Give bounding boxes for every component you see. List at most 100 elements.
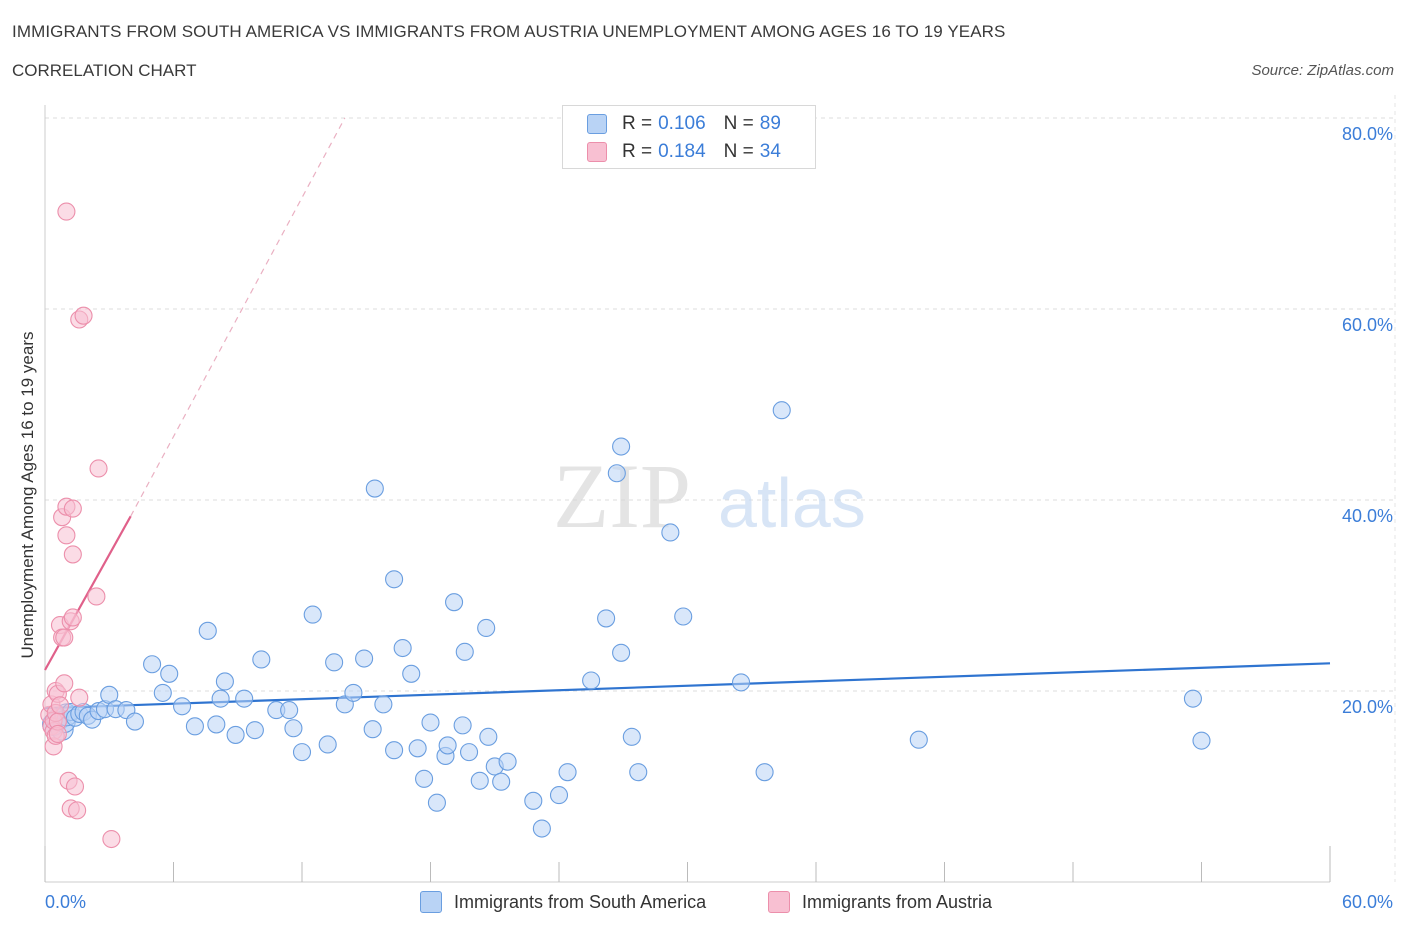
data-point <box>160 664 179 683</box>
data-point <box>207 715 226 734</box>
bottom-legend-south-america: Immigrants from South America <box>420 889 706 915</box>
data-point <box>427 793 446 812</box>
data-point <box>558 763 577 782</box>
data-point <box>470 771 489 790</box>
bottom-legend-label: Immigrants from South America <box>454 891 707 912</box>
data-point <box>87 587 106 606</box>
x-tick-label: 60.0% <box>1342 892 1393 912</box>
data-point <box>498 752 517 771</box>
data-point <box>909 730 928 749</box>
data-point <box>612 643 631 662</box>
data-point <box>455 642 474 661</box>
data-point <box>226 725 245 744</box>
watermark: ZIP atlas <box>553 445 866 547</box>
data-point <box>755 763 774 782</box>
data-point <box>582 671 601 690</box>
legend-n-value: 89 <box>759 113 781 134</box>
data-point <box>477 618 496 638</box>
legend-r-value: 0.184 <box>658 141 706 162</box>
bottom-legend-swatch-blue <box>420 891 442 913</box>
data-point <box>344 683 363 702</box>
data-point <box>198 621 217 640</box>
series-austria <box>40 202 121 849</box>
y-tick-label: 60.0% <box>1342 315 1393 335</box>
chart-title: IMMIGRANTS FROM SOUTH AMERICA VS IMMIGRA… <box>12 22 1006 41</box>
data-point <box>63 608 82 627</box>
data-point <box>318 735 337 754</box>
source-label: Source: ZipAtlas.com <box>1251 62 1394 79</box>
data-point <box>292 743 312 762</box>
data-point <box>374 695 393 714</box>
data-point <box>48 724 67 744</box>
data-point <box>211 689 230 708</box>
bottom-legend-swatch-pink <box>768 891 790 913</box>
y-tick-label: 20.0% <box>1342 697 1393 717</box>
data-point <box>303 605 322 624</box>
data-point <box>549 786 569 805</box>
data-point <box>173 697 192 716</box>
chart-subtitle: CORRELATION CHART <box>12 61 197 80</box>
data-point <box>731 673 751 692</box>
trend-line <box>44 662 1331 710</box>
trend-line <box>44 515 132 671</box>
data-point <box>245 721 264 740</box>
data-point <box>607 464 626 483</box>
data-point <box>280 701 299 720</box>
legend-r-value: 0.106 <box>658 113 706 134</box>
data-point <box>68 801 87 820</box>
data-point <box>89 459 108 478</box>
data-point <box>185 717 204 736</box>
data-point <box>445 593 464 612</box>
watermark-atlas: atlas <box>718 464 866 542</box>
axes <box>44 105 1331 883</box>
data-point <box>55 628 74 647</box>
data-point <box>479 727 498 746</box>
data-point <box>661 523 680 542</box>
data-point <box>772 401 791 420</box>
data-point <box>421 713 440 732</box>
data-point <box>385 741 404 760</box>
y-tick-label: 80.0% <box>1342 124 1393 144</box>
tick-labels: 80.0% 60.0% 40.0% 20.0% 0.0% 60.0% <box>45 124 1393 912</box>
legend-swatch-blue <box>587 114 607 134</box>
legend-r-label: R = <box>622 141 653 162</box>
trend-line-extension <box>130 117 346 517</box>
data-point <box>622 727 641 746</box>
data-point <box>235 689 254 708</box>
correlation-legend: R = 0.106 N = 89 R = 0.184 N = 34 <box>562 105 816 169</box>
data-point <box>57 526 76 545</box>
data-point <box>393 638 412 658</box>
data-point <box>415 769 434 788</box>
data-point <box>63 499 82 518</box>
data-point <box>1192 731 1211 750</box>
data-point <box>1183 689 1202 708</box>
data-point <box>325 653 344 672</box>
data-point <box>252 650 271 669</box>
data-point <box>355 649 374 668</box>
x-tick-label: 0.0% <box>45 892 86 912</box>
data-point <box>74 306 93 325</box>
data-point <box>612 437 631 456</box>
legend-row-south-america: R = 0.106 N = 89 <box>587 112 781 136</box>
data-point <box>629 763 648 782</box>
bottom-legend-label: Immigrants from Austria <box>802 891 993 912</box>
data-point <box>102 829 121 849</box>
data-point <box>459 743 479 762</box>
legend-n-value: 34 <box>759 141 781 162</box>
data-point <box>492 772 511 791</box>
data-point <box>125 712 144 731</box>
legend-swatch-pink <box>587 142 607 162</box>
data-point <box>402 664 421 683</box>
data-point <box>70 688 89 707</box>
bottom-legend-austria: Immigrants from Austria <box>768 889 992 915</box>
legend-r-label: R = <box>622 113 653 134</box>
data-point <box>408 739 427 758</box>
data-point <box>385 570 404 589</box>
data-point <box>365 479 384 498</box>
data-point <box>674 607 693 626</box>
data-point <box>597 609 616 628</box>
data-point <box>143 655 162 674</box>
data-point <box>284 719 303 738</box>
legend-n-label: N = <box>723 141 754 162</box>
data-point <box>453 716 472 735</box>
